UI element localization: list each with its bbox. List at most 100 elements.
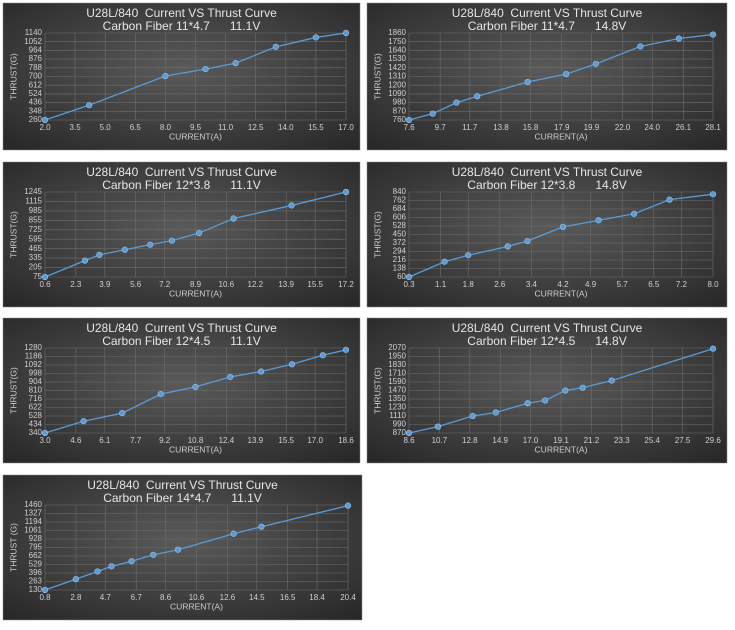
data-point	[709, 191, 717, 198]
data-point	[230, 215, 237, 222]
x-tick-label: 7.7	[130, 436, 142, 445]
x-tick-label: 24.0	[644, 123, 660, 132]
x-tick-label: 0.3	[403, 280, 415, 289]
data-point	[288, 361, 296, 368]
data-point	[559, 223, 567, 230]
data-point	[41, 429, 49, 437]
y-tick-label: 1186	[25, 352, 43, 361]
x-tick-label: 7.6	[403, 123, 415, 132]
data-point	[72, 576, 80, 583]
data-point	[41, 586, 49, 594]
y-tick-label: 998	[29, 369, 43, 378]
y-tick-label: 716	[29, 394, 43, 403]
data-point	[666, 196, 673, 203]
y-tick-label: 216	[393, 255, 407, 264]
y-tick-label: 340	[29, 428, 43, 437]
data-point	[121, 246, 128, 253]
x-tick-label: 26.1	[676, 123, 692, 132]
chart-title: U28L/840 Current VS Thrust Curve	[86, 6, 277, 20]
data-line	[44, 349, 347, 434]
data-line	[44, 191, 347, 278]
data-line	[44, 505, 349, 591]
data-point	[288, 202, 295, 209]
y-tick-label: 1061	[24, 526, 42, 535]
y-tick-label: 528	[29, 411, 43, 420]
y-tick-label: 1200	[388, 80, 406, 89]
x-tick-label: 3.5	[70, 123, 82, 132]
x-tick-label: 18.4	[309, 593, 325, 602]
data-point	[41, 273, 49, 281]
data-point	[258, 368, 265, 375]
y-tick-label: 138	[393, 264, 407, 273]
x-tick-label: 23.3	[614, 436, 630, 445]
chart-subtitle: Carbon Fiber 11*4.7 14.8V	[468, 19, 627, 33]
y-tick-label: 1245	[24, 187, 42, 196]
x-tick-label: 15.8	[523, 123, 539, 132]
y-tick-label: 725	[29, 225, 43, 234]
data-point	[227, 373, 234, 381]
data-line	[408, 348, 714, 434]
y-tick-label: 1460	[24, 500, 42, 509]
x-tick-label: 14.5	[249, 593, 265, 602]
data-point	[147, 241, 154, 248]
x-tick-label: 0.8	[39, 593, 51, 602]
chart-title: U28L/840 Current VS Thrust Curve	[452, 165, 643, 179]
data-point	[709, 345, 717, 352]
x-tick-label: 4.9	[585, 280, 597, 289]
y-tick-label: 595	[29, 234, 43, 243]
x-tick-label: 15.5	[278, 436, 294, 445]
data-point	[258, 523, 265, 530]
y-tick-label: 1140	[25, 28, 43, 37]
data-line	[44, 32, 347, 121]
x-tick-label: 22.0	[615, 123, 631, 132]
data-point	[637, 43, 644, 50]
data-point	[312, 34, 320, 41]
data-point	[192, 383, 199, 390]
x-tick-label: 28.1	[705, 123, 721, 132]
data-point	[232, 60, 239, 67]
chart-subtitle: Carbon Fiber 12*3.8 11.1V	[102, 178, 261, 192]
data-point	[595, 217, 602, 224]
y-tick-label: 855	[29, 215, 43, 224]
x-tick-label: 12.2	[248, 280, 264, 289]
x-tick-label: 2.3	[70, 280, 82, 289]
x-tick-label: 7.2	[159, 280, 171, 289]
y-tick-label: 870	[393, 428, 407, 437]
y-tick-label: 396	[29, 568, 43, 577]
y-tick-label: 700	[29, 72, 43, 81]
x-tick-label: 5.7	[617, 280, 629, 289]
x-tick-label: 6.5	[648, 280, 660, 289]
chart-title: U28L/840 Current VS Thrust Curve	[86, 165, 277, 179]
y-tick-label: 335	[29, 253, 43, 262]
y-tick-label: 1590	[388, 377, 406, 386]
data-point	[41, 116, 49, 124]
chart-subtitle: Carbon Fiber 12*4.5 14.8V	[467, 334, 626, 348]
data-point	[405, 273, 413, 281]
data-point	[541, 397, 549, 404]
x-tick-label: 10.8	[188, 436, 204, 445]
data-point	[80, 418, 87, 425]
x-tick-label: 10.7	[432, 436, 448, 445]
data-point	[441, 258, 448, 265]
y-axis-label: THRUST(G)	[372, 53, 382, 100]
y-tick-label: 1110	[389, 411, 406, 420]
y-tick-label: 434	[29, 420, 43, 429]
chart-background	[2, 161, 361, 308]
data-point	[344, 502, 352, 509]
data-point	[196, 229, 203, 237]
data-point	[492, 409, 499, 416]
data-point	[86, 102, 93, 109]
x-axis-label: CURRENT(A)	[170, 601, 223, 611]
data-point	[608, 377, 615, 384]
x-tick-label: 17.0	[338, 123, 354, 132]
y-tick-label: 1350	[388, 394, 406, 403]
data-point	[469, 412, 476, 420]
x-tick-label: 13.9	[278, 280, 294, 289]
x-tick-label: 1.8	[463, 280, 475, 289]
data-point	[342, 188, 350, 196]
